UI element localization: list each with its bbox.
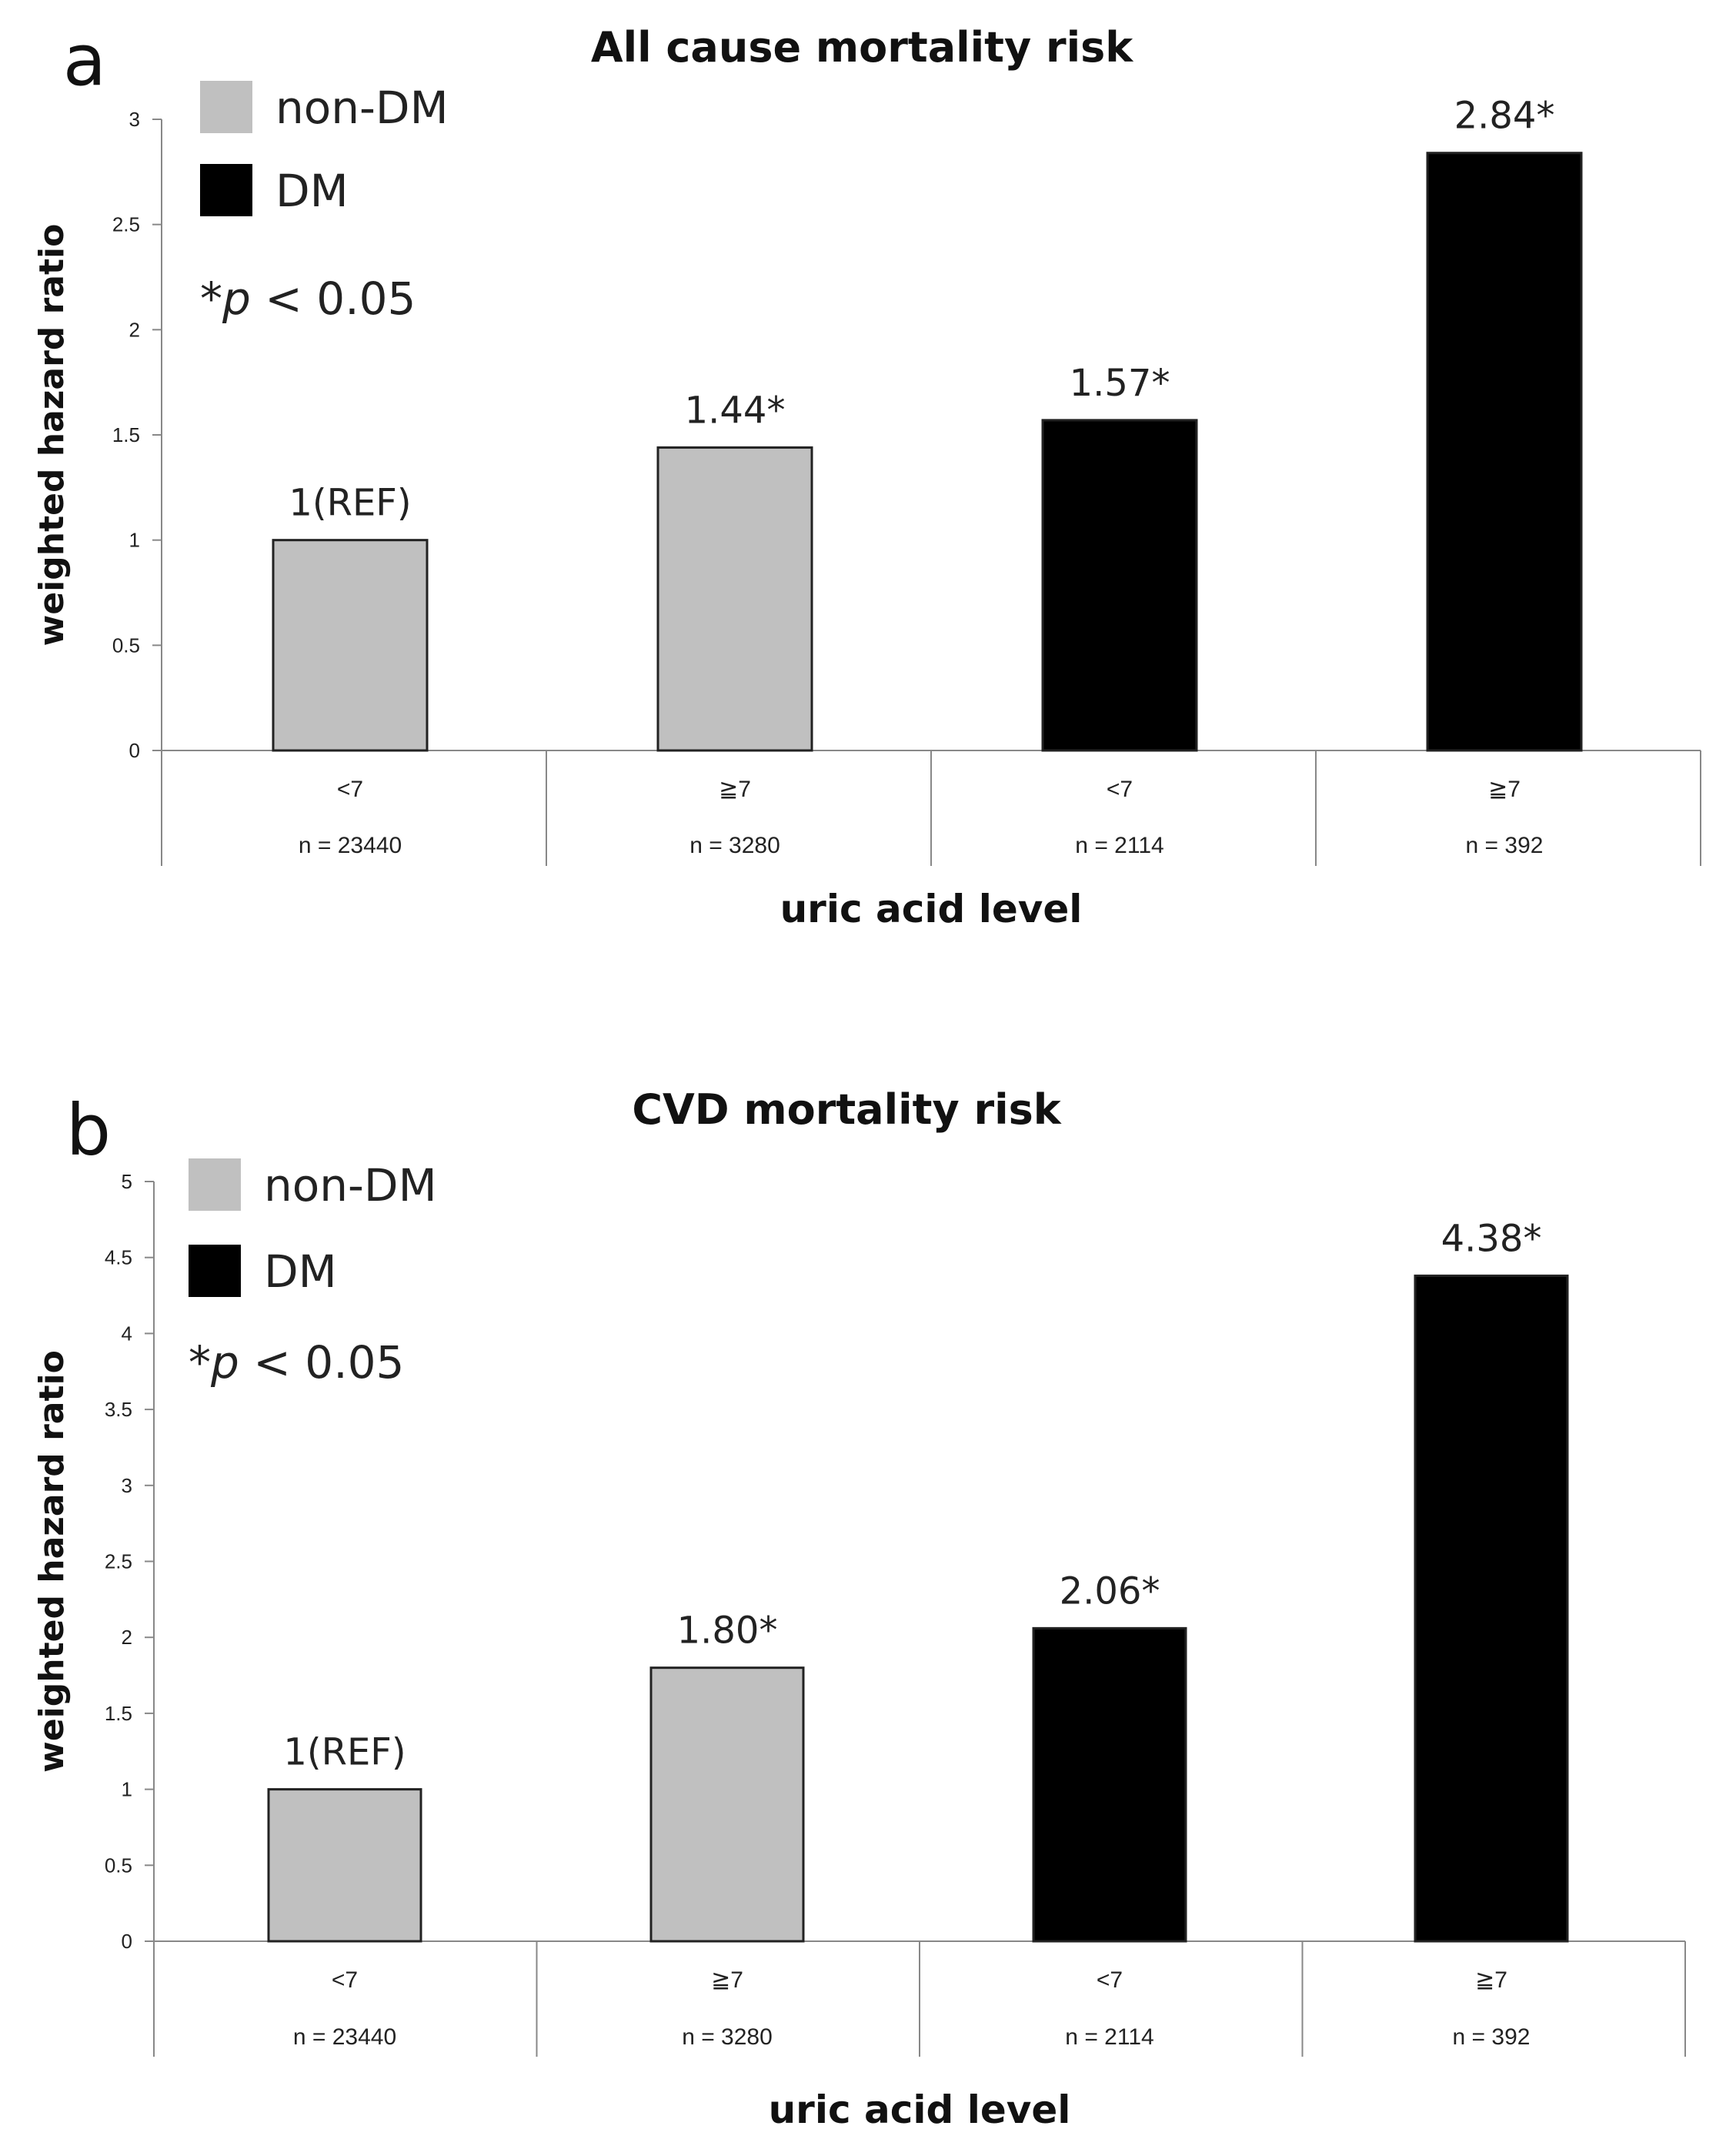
y-tick-label: 0 <box>129 739 140 762</box>
sig-star: * <box>189 1336 211 1389</box>
y-tick-label: 2 <box>122 1626 132 1649</box>
y-tick-label: 1 <box>129 529 140 552</box>
y-axis-label: weighted hazard ratio <box>32 224 72 647</box>
y-tick-label: 0.5 <box>112 633 140 657</box>
bar-non-dm-1 <box>649 1666 805 1943</box>
y-tick-label: 2.5 <box>105 1550 132 1573</box>
category-label: <7 <box>1097 1967 1123 1993</box>
chart-title: CVD mortality risk <box>632 1085 1061 1134</box>
y-tick-label: 0 <box>122 1930 132 1953</box>
category-label: <7 <box>1107 777 1133 802</box>
legend-label: non-DM <box>264 1159 437 1212</box>
category-label: ≧7 <box>719 777 751 802</box>
y-tick-label: 1.5 <box>105 1702 132 1725</box>
bar-dm-2 <box>1032 1626 1187 1943</box>
y-tick-label: 1 <box>122 1778 132 1801</box>
legend-label: non-DM <box>275 82 449 134</box>
sample-size-label: n = 3280 <box>689 833 780 858</box>
bar-non-dm-0 <box>272 539 429 752</box>
y-tick-label: 4.5 <box>105 1246 132 1269</box>
bar-data-label: 2.06* <box>1060 1569 1160 1613</box>
sample-size-label: n = 2114 <box>1065 2024 1153 2050</box>
sig-threshold: < 0.05 <box>239 1336 405 1389</box>
legend-label: DM <box>264 1245 337 1298</box>
sample-size-label: n = 3280 <box>682 2024 773 2050</box>
legend-swatch-non-dm <box>189 1158 241 1211</box>
bar-non-dm-0 <box>267 1788 422 1943</box>
sig-p: p <box>222 272 251 325</box>
category-label: ≧7 <box>1475 1967 1507 1993</box>
legend-label: DM <box>275 165 349 217</box>
sample-size-label: n = 392 <box>1453 2024 1531 2050</box>
chart-panel-b: b CVD mortality risk 0 0.5 1 1.5 2 2.5 3 3.5 4 4.5 5… <box>32 1085 1686 2132</box>
panel-label: b <box>66 1089 111 1172</box>
chart-panel-a: a All cause mortality risk 0 0.5 1 1.5 2 2.5 3 1(… <box>32 19 1701 931</box>
panel-label: a <box>63 19 106 102</box>
x-axis-label: uric acid level <box>769 2087 1071 2132</box>
bar-non-dm-1 <box>656 446 813 752</box>
category-label: <7 <box>337 777 363 802</box>
bar-data-label: 1.57* <box>1070 362 1170 405</box>
significance-note: *p < 0.05 <box>200 272 416 325</box>
significance-note: *p < 0.05 <box>189 1336 404 1389</box>
bar-data-label: 1.80* <box>677 1609 778 1653</box>
bar-data-label: 1(REF) <box>283 1731 406 1774</box>
legend-swatch-non-dm <box>200 81 252 133</box>
sample-size-label: n = 23440 <box>293 2024 396 2050</box>
y-tick-label: 2 <box>129 318 140 341</box>
x-axis-label: uric acid level <box>780 887 1083 931</box>
category-label: <7 <box>332 1967 358 1993</box>
y-tick-label: 5 <box>122 1170 132 1193</box>
bar-data-label: 1.44* <box>685 389 786 432</box>
bar-dm-3 <box>1426 152 1583 752</box>
y-tick-label: 3 <box>129 108 140 131</box>
y-axis-label: weighted hazard ratio <box>32 1350 72 1773</box>
legend-swatch-dm <box>189 1245 241 1297</box>
y-tick-label: 1.5 <box>112 423 140 446</box>
y-tick-label: 0.5 <box>105 1853 132 1877</box>
bar-data-label: 1(REF) <box>289 482 411 525</box>
y-tick-label: 2.5 <box>112 213 140 236</box>
sig-threshold: < 0.05 <box>251 272 416 325</box>
bar-data-label: 4.38* <box>1441 1217 1542 1260</box>
y-tick-label: 4 <box>122 1322 132 1345</box>
sample-size-label: n = 392 <box>1466 833 1544 858</box>
y-tick-label: 3 <box>122 1474 132 1497</box>
sample-size-label: n = 23440 <box>299 833 402 858</box>
bar-data-label: 2.84* <box>1454 95 1555 138</box>
sig-p: p <box>210 1336 239 1389</box>
category-label: ≧7 <box>711 1967 743 1993</box>
chart-title: All cause mortality risk <box>591 23 1133 72</box>
y-tick-label: 3.5 <box>105 1398 132 1421</box>
sample-size-label: n = 2114 <box>1075 833 1163 858</box>
bar-dm-3 <box>1414 1274 1569 1943</box>
category-label: ≧7 <box>1488 777 1521 802</box>
legend-swatch-dm <box>200 164 252 216</box>
bar-dm-2 <box>1041 419 1198 752</box>
sig-star: * <box>200 272 222 325</box>
